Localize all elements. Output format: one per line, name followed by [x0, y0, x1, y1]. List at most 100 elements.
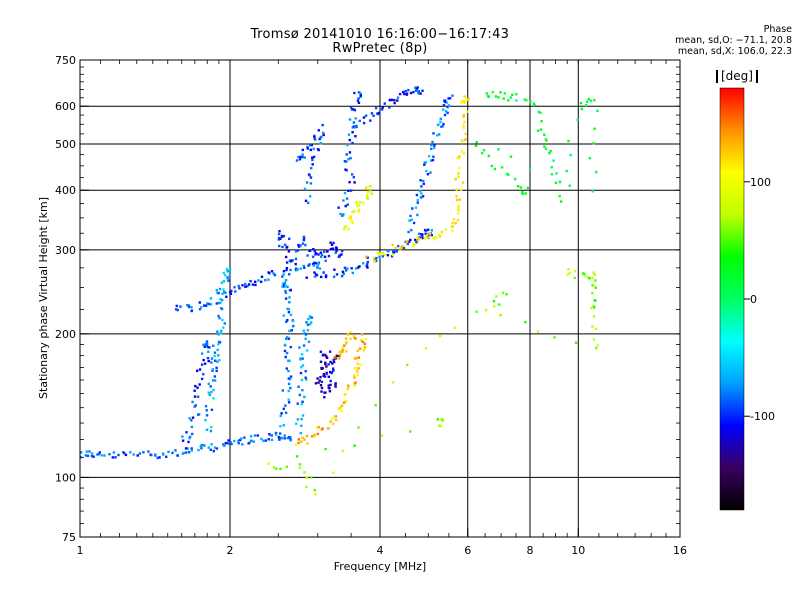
echo-point — [568, 184, 571, 187]
echo-point — [287, 401, 291, 404]
echo-point — [521, 192, 524, 195]
echo-point — [289, 438, 292, 441]
echo-point — [222, 280, 226, 283]
echo-point — [196, 369, 199, 372]
echo-point — [246, 285, 249, 288]
echo-point — [443, 113, 447, 117]
echo-point — [326, 427, 330, 430]
x-tick-label: 8 — [527, 544, 534, 557]
echo-point — [354, 357, 357, 360]
x-tick-label: 10 — [571, 544, 585, 557]
echo-point — [297, 438, 300, 441]
echo-point — [443, 99, 447, 102]
echo-point — [237, 284, 240, 288]
echo-point — [288, 273, 291, 276]
echo-point — [247, 442, 250, 445]
echo-point — [209, 297, 213, 300]
echo-point — [289, 329, 293, 332]
echo-point — [306, 442, 309, 445]
echo-point — [305, 321, 308, 324]
echo-point — [370, 112, 374, 115]
echo-point — [188, 417, 191, 420]
echo-point — [200, 447, 203, 450]
echo-point — [397, 244, 400, 248]
echo-point — [280, 412, 283, 415]
y-tick-label: 400 — [55, 184, 76, 197]
echo-point — [416, 86, 419, 89]
echo-point — [316, 148, 320, 151]
echo-point — [356, 373, 359, 376]
echo-point — [233, 439, 236, 443]
colorbar — [719, 87, 745, 511]
echo-point — [324, 259, 327, 262]
echo-point — [347, 133, 351, 136]
echo-point — [297, 243, 300, 247]
echo-point — [221, 292, 224, 296]
echo-point — [206, 302, 209, 305]
echo-point — [539, 128, 543, 131]
echo-point — [282, 407, 285, 410]
echo-point — [344, 337, 348, 340]
echo-point — [206, 346, 210, 349]
echo-point — [334, 385, 337, 388]
echo-point — [436, 134, 439, 137]
echo-point — [349, 337, 352, 340]
echo-point — [303, 266, 306, 269]
echo-point — [284, 279, 288, 282]
echo-point — [221, 299, 224, 302]
echo-point — [260, 275, 264, 278]
echo-point — [322, 372, 326, 376]
echo-point — [458, 166, 461, 170]
echo-point — [260, 437, 263, 441]
echo-point — [309, 322, 312, 326]
echo-point — [595, 170, 598, 174]
echo-point — [464, 138, 467, 141]
echo-point — [292, 319, 295, 323]
echo-point — [301, 400, 304, 403]
echo-point — [362, 201, 365, 205]
echo-point — [213, 379, 217, 382]
echo-point — [223, 322, 226, 325]
echo-point — [374, 106, 378, 110]
echo-point — [311, 158, 314, 162]
echo-point — [326, 250, 329, 253]
echo-point — [425, 236, 429, 239]
echo-point — [439, 121, 442, 124]
echo-point — [249, 435, 253, 438]
echo-point — [314, 262, 318, 265]
echo-point — [314, 493, 317, 496]
echo-point — [591, 277, 594, 280]
echo-point — [204, 419, 207, 422]
echo-point — [480, 152, 484, 155]
echo-point — [354, 126, 357, 129]
echo-point — [365, 255, 368, 258]
echo-point — [305, 476, 308, 479]
echo-point — [206, 356, 210, 360]
echo-point — [222, 326, 225, 329]
echo-point — [319, 360, 323, 363]
echo-point — [574, 341, 578, 344]
echo-point — [485, 92, 488, 95]
echo-point — [282, 270, 286, 273]
echo-point — [414, 238, 417, 242]
echo-point — [507, 99, 510, 102]
echo-point — [200, 306, 203, 309]
echo-point — [217, 291, 220, 295]
echo-point — [344, 204, 347, 208]
echo-point — [204, 343, 207, 346]
echo-point — [199, 445, 202, 448]
echo-point — [437, 123, 440, 126]
echo-point — [345, 153, 348, 156]
echo-point — [376, 251, 379, 255]
echo-point — [497, 148, 500, 151]
echo-point — [596, 109, 599, 113]
echo-point — [296, 268, 299, 272]
echo-point — [569, 153, 572, 157]
echo-point — [209, 429, 213, 433]
echo-point — [323, 391, 326, 394]
echo-point — [395, 250, 398, 253]
echo-point — [238, 287, 241, 290]
echo-point — [213, 354, 216, 358]
echo-point — [372, 256, 375, 259]
echo-point — [438, 233, 441, 236]
